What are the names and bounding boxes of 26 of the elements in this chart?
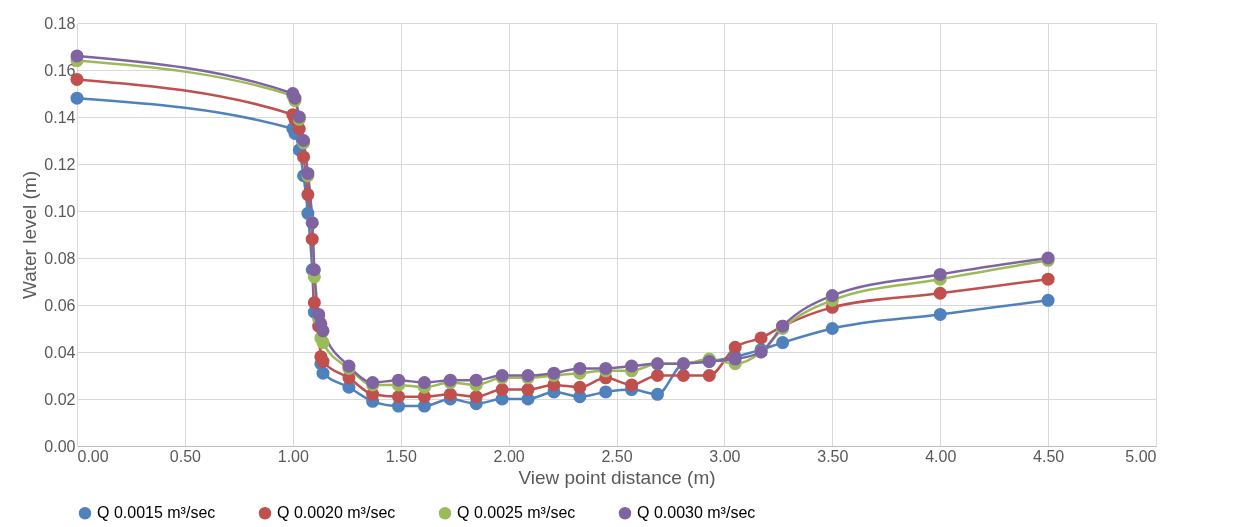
- y-tick-label: 0.18: [44, 14, 76, 32]
- y-tick-label: 0.10: [44, 202, 76, 220]
- x-tick-label: 1.00: [277, 447, 309, 465]
- legend-label: Q 0.0025 m³/sec: [457, 504, 576, 522]
- x-tick-label: 5.00: [1125, 447, 1157, 465]
- x-tick-label: 0.00: [77, 447, 109, 465]
- y-tick-label: 0.14: [44, 108, 76, 126]
- y-tick-label: 0.16: [44, 61, 76, 79]
- y-axis-title: Water level (m): [19, 170, 41, 300]
- x-tick-label: 4.50: [1033, 447, 1065, 465]
- y-tick-label: 0.12: [44, 155, 76, 173]
- x-tick-label: 2.50: [601, 447, 633, 465]
- x-tick-label: 4.00: [925, 447, 957, 465]
- legend-label: Q 0.0015 m³/sec: [97, 504, 216, 522]
- y-tick-label: 0.08: [44, 249, 76, 267]
- y-tick-label: 0.04: [44, 343, 76, 361]
- y-tick-label: 0.06: [44, 296, 76, 314]
- x-tick-label: 1.50: [385, 447, 417, 465]
- x-tick-label: 0.50: [169, 447, 202, 465]
- x-tick-label: 2.00: [493, 447, 525, 465]
- legend-label: Q 0.0030 m³/sec: [637, 504, 756, 522]
- y-tick-label: 0.02: [44, 390, 76, 408]
- x-tick-label: 3.50: [817, 447, 849, 465]
- x-tick-label: 3.00: [709, 447, 741, 465]
- x-axis-title: View point distance (m): [518, 466, 716, 488]
- legend-label: Q 0.0020 m³/sec: [277, 504, 396, 522]
